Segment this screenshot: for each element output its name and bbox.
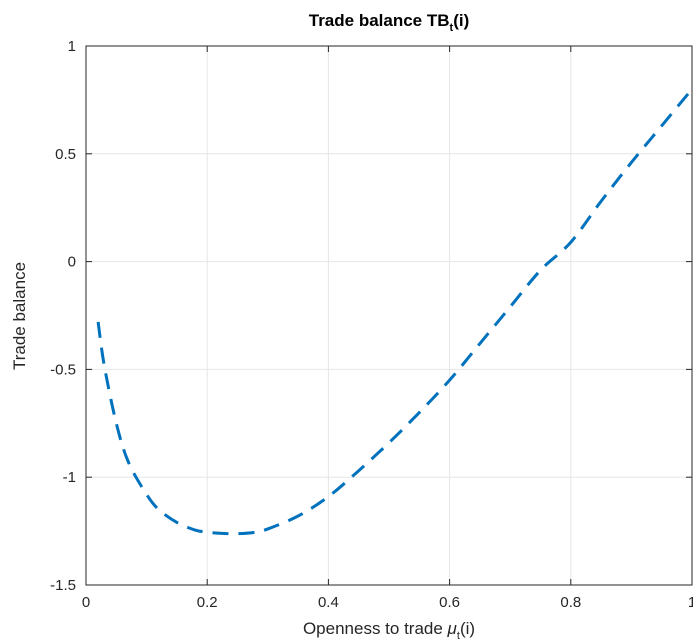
- y-tick-label: -1: [63, 469, 76, 486]
- y-axis-label: Trade balance: [10, 262, 29, 370]
- x-tick-label: 0.4: [318, 594, 339, 611]
- series-group: [96, 88, 693, 536]
- y-tick-label: -1.5: [50, 577, 76, 594]
- x-axis-label-subscript: t: [457, 630, 460, 641]
- x-tick-label: 0.6: [439, 594, 460, 611]
- y-tick-label: 0.5: [55, 146, 76, 163]
- x-axis-label: Openness to trade μt(i): [303, 619, 475, 641]
- x-tick-label: 0: [82, 594, 90, 611]
- series-line: [96, 88, 693, 536]
- ticks: 0 0.2 0.4 0.6 0.8 1 -1.5 -1 -0.5 0 0.5 1: [50, 38, 693, 611]
- plot-area: [86, 46, 692, 585]
- y-tick-label: 0: [68, 254, 76, 271]
- chart-title-suffix: (i): [453, 11, 469, 30]
- x-axis-label-suffix: (i): [460, 619, 475, 638]
- grid: [86, 46, 692, 585]
- x-tick-label: 0.2: [197, 594, 218, 611]
- y-tick-label: -0.5: [50, 361, 76, 378]
- x-axis-label-text: Openness to trade: [303, 619, 448, 638]
- plot-border: [85, 45, 693, 586]
- y-tick-label: 1: [68, 38, 76, 55]
- x-tick-label: 1: [688, 594, 693, 611]
- x-tick-label: 0.8: [560, 594, 581, 611]
- chart-title: Trade balance TBt(i): [309, 11, 470, 34]
- chart-title-main: Trade balance TB: [309, 11, 450, 30]
- x-axis-label-symbol: μ: [447, 619, 458, 638]
- chart-title-subscript: t: [450, 22, 454, 34]
